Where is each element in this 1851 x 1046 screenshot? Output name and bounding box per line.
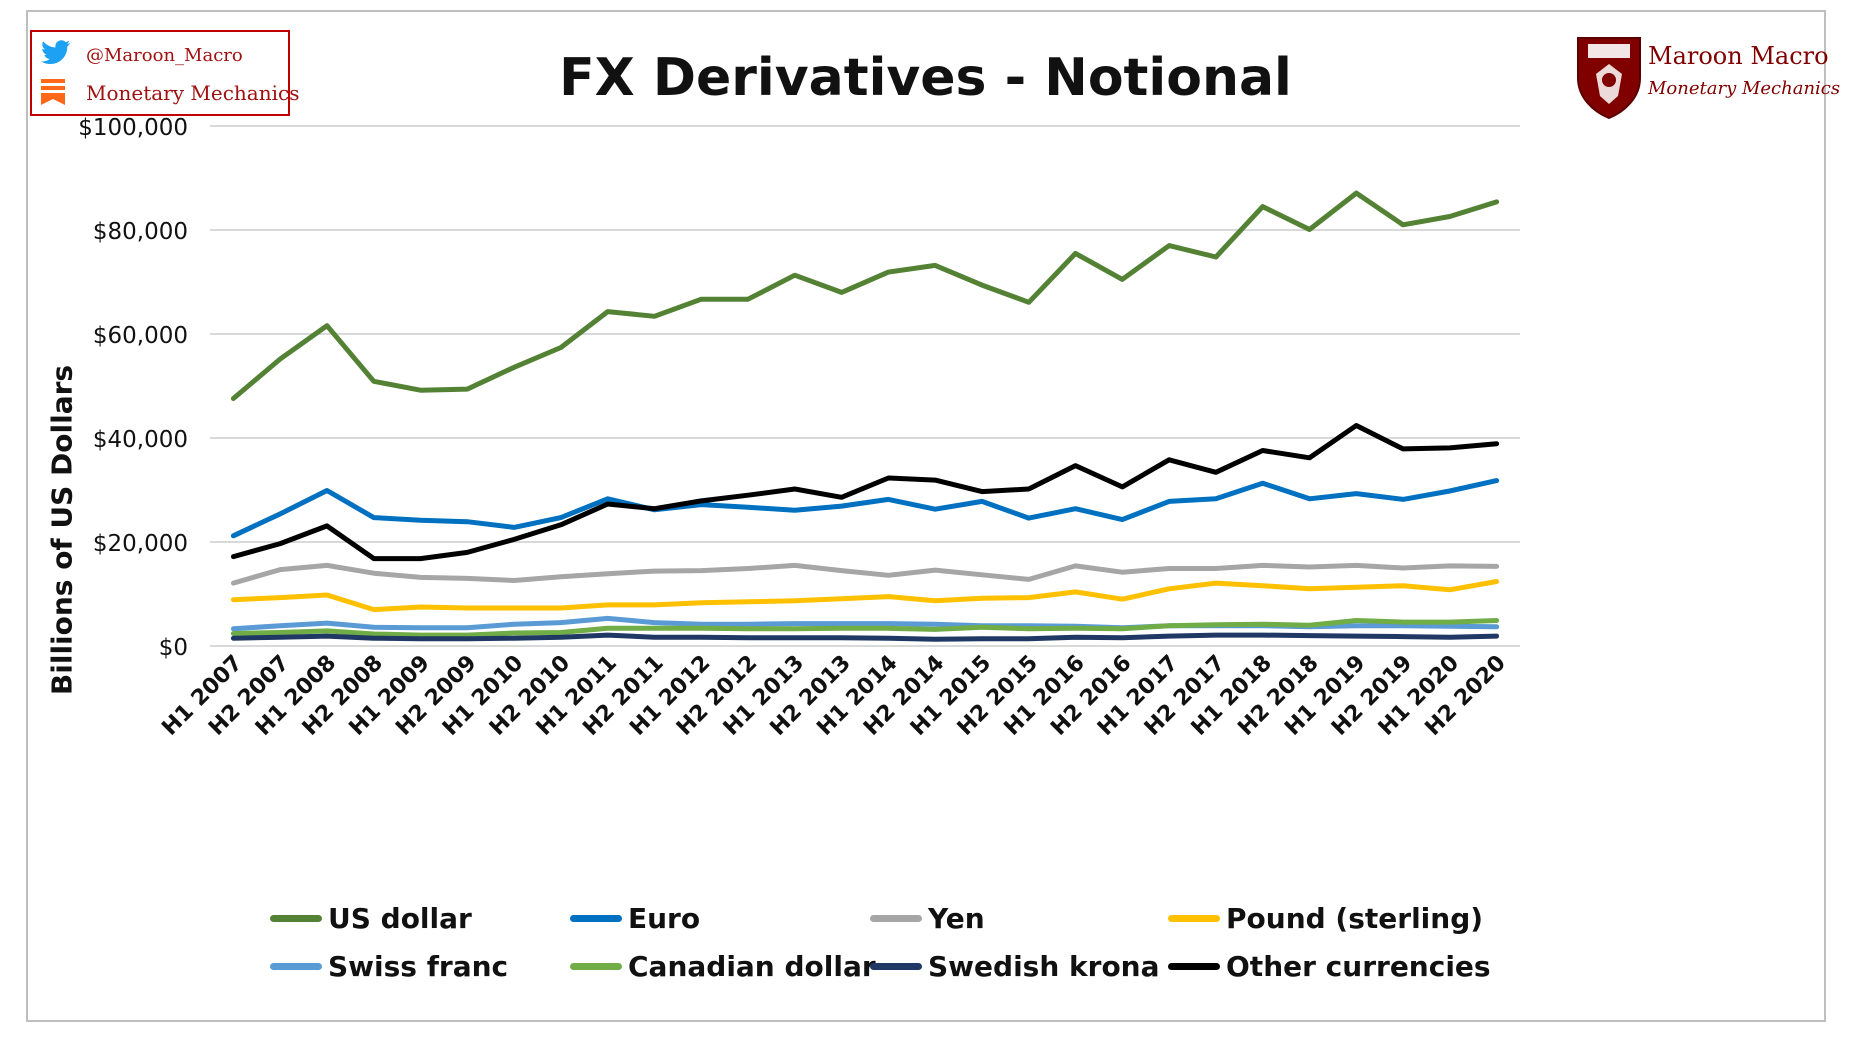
legend-swatch [270, 962, 322, 970]
legend-swatch [270, 914, 322, 922]
series-line-canadian-dollar [230, 618, 1500, 638]
series-line-other-currencies [230, 423, 1500, 562]
chart-legend: US dollar Euro Yen Pound (sterling) Swiss fr… [270, 898, 1810, 1008]
chart-title: FX Derivatives - Notional [559, 48, 1292, 108]
brand-name: Monetary Mechanics [86, 81, 300, 105]
twitter-icon [40, 40, 72, 70]
y-tick-label: $40,000 [93, 427, 188, 453]
series-line-pound-sterling [230, 579, 1500, 613]
legend-label: Other currencies [1226, 949, 1491, 983]
legend-item: Euro [570, 898, 700, 938]
y-tick-label: $80,000 [93, 219, 188, 245]
series-line-euro [230, 478, 1500, 539]
series-line-us-dollar [230, 190, 1500, 401]
university-crest-icon [1574, 34, 1644, 124]
legend-item: Canadian dollar [570, 946, 876, 986]
legend-swatch [570, 914, 622, 922]
y-tick-label: $20,000 [93, 531, 188, 557]
legend-item: Swedish krona [870, 946, 1160, 986]
series-lines [230, 190, 1500, 642]
legend-swatch [870, 962, 922, 970]
legend-label: Euro [628, 901, 701, 935]
legend-label: Canadian dollar [628, 949, 876, 983]
chart-frame [26, 10, 1826, 1022]
y-tick-labels: $0 $20,000 $40,000 $60,000 $80,000 $100,000 [78, 115, 188, 661]
legend-swatch [1168, 914, 1220, 922]
y-tick-label: $0 [159, 635, 188, 661]
maroon-macro-logo: Maroon Macro Monetary Mechanics [1570, 34, 1840, 124]
legend-label: Swiss franc [328, 949, 509, 983]
gridlines [210, 125, 1520, 647]
substack-icon [40, 78, 66, 110]
legend-item: Yen [870, 898, 985, 938]
legend-swatch [1168, 962, 1220, 970]
legend-label: Pound (sterling) [1226, 901, 1484, 935]
y-tick-label: $100,000 [78, 115, 188, 141]
legend-item: Other currencies [1168, 946, 1491, 986]
series-line-yen [230, 562, 1500, 586]
legend-label: Yen [928, 901, 985, 935]
y-tick-label: $60,000 [93, 323, 188, 349]
legend-swatch [870, 914, 922, 922]
legend-item: Swiss franc [270, 946, 508, 986]
legend-item: Pound (sterling) [1168, 898, 1483, 938]
legend-label: US dollar [328, 901, 472, 935]
legend-item: US dollar [270, 898, 472, 938]
logo-subtitle: Monetary Mechanics [1648, 78, 1841, 99]
brand-box: @Maroon_Macro Monetary Mechanics [30, 30, 299, 116]
series-line-swedish-krona [230, 632, 1500, 642]
legend-swatch [570, 962, 622, 970]
brand-handle: @Maroon_Macro [86, 45, 243, 66]
legend-label: Swedish krona [928, 949, 1160, 983]
logo-title: Maroon Macro [1648, 42, 1829, 70]
